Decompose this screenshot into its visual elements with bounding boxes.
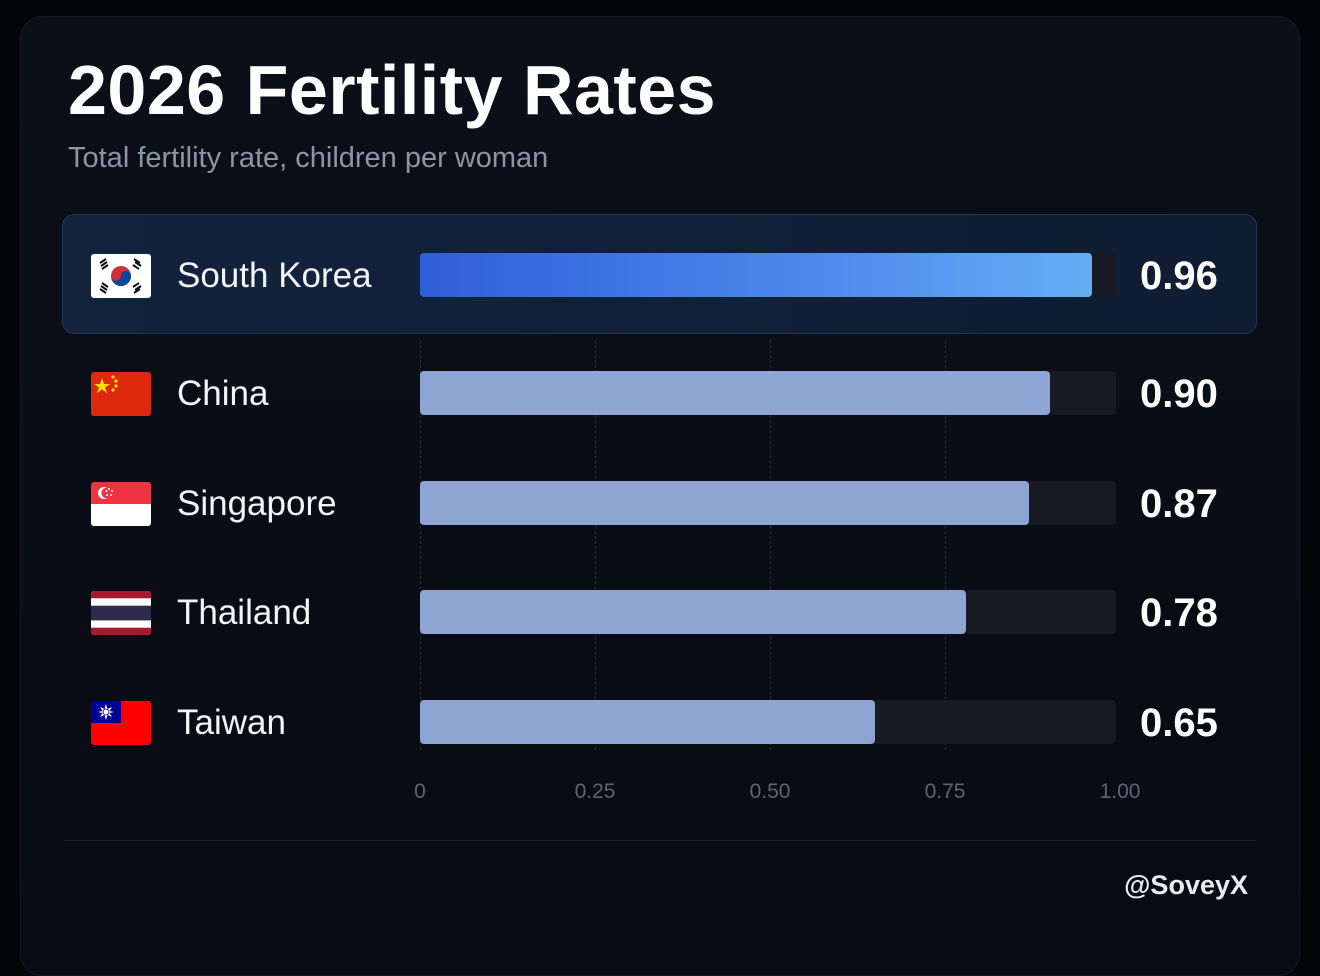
country-label: Thailand [177, 593, 312, 632]
bar-row-thailand: Thailand 0.78 [0, 590, 1320, 636]
bar-south-korea [420, 253, 1092, 297]
value-label: 0.90 [1140, 372, 1218, 416]
country-label: Singapore [177, 484, 337, 523]
bar-singapore [420, 481, 1029, 525]
country-label: China [177, 374, 269, 413]
value-label: 0.87 [1140, 482, 1218, 526]
x-tick-label: 0.50 [749, 780, 791, 803]
bar-row-china: China 0.90 [0, 371, 1320, 417]
country-label: Taiwan [177, 703, 286, 742]
x-tick-label: 0.25 [574, 780, 616, 803]
bar-row-taiwan: Taiwan 0.65 [0, 700, 1320, 746]
taiwan-flag-icon [91, 701, 151, 745]
chart-subtitle: Total fertility rate, children per woman [68, 142, 549, 174]
china-flag-icon [91, 372, 151, 416]
bar-row-south-korea: South Korea 0.96 [0, 253, 1320, 299]
value-label: 0.78 [1140, 591, 1218, 635]
bar-row-singapore: Singapore 0.87 [0, 481, 1320, 527]
bar-track [420, 590, 1116, 634]
value-label: 0.65 [1140, 701, 1218, 745]
chart-title: 2026 Fertility Rates [68, 51, 717, 129]
bar-track [420, 700, 1116, 744]
south-korea-flag-icon [91, 254, 151, 298]
gridline [420, 340, 421, 750]
value-label: 0.96 [1140, 254, 1218, 298]
author-handle: @SoveyX [1124, 870, 1248, 900]
gridline [770, 340, 771, 750]
bar-china [420, 371, 1050, 415]
footer-divider [64, 840, 1256, 841]
singapore-flag-icon [91, 482, 151, 526]
x-tick-label: 0.75 [924, 780, 966, 803]
gridline [945, 340, 946, 750]
gridline [595, 340, 596, 750]
bar-track [420, 371, 1116, 415]
bar-track [420, 253, 1116, 297]
bar-taiwan [420, 700, 875, 744]
x-tick-label: 1.00 [1099, 780, 1141, 803]
bar-track [420, 481, 1116, 525]
thailand-flag-icon [91, 591, 151, 635]
bar-thailand [420, 590, 966, 634]
x-tick-label: 0 [414, 780, 426, 803]
country-label: South Korea [177, 256, 372, 295]
